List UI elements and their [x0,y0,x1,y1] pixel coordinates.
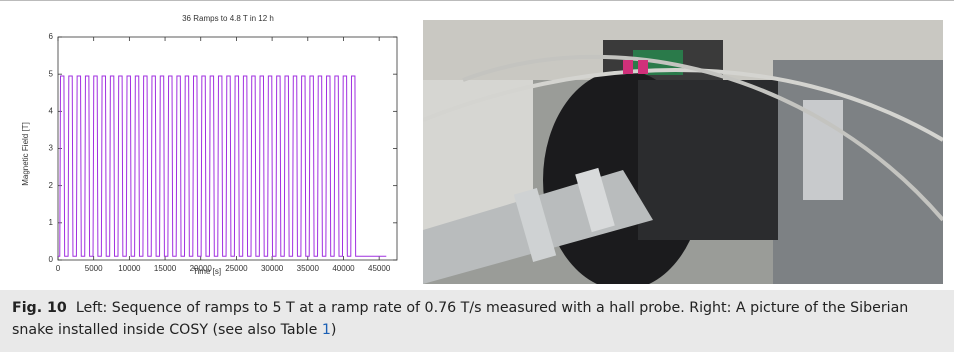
connector [638,60,648,74]
y-tick-label: 1 [49,218,54,227]
x-tick-label: 0 [56,264,61,273]
photo [423,20,943,284]
y-tick-label: 4 [49,106,54,115]
x-tick-label: 30000 [261,264,284,273]
equipment [773,60,943,284]
data-line [58,75,387,257]
snake-body [638,80,778,240]
y-tick-label: 0 [49,255,54,264]
x-tick-label: 25000 [225,264,248,273]
flange [575,167,615,233]
table-link[interactable]: 1 [321,322,331,338]
y-tick-label: 6 [49,32,54,41]
x-tick-label: 15000 [154,264,177,273]
x-tick-label: 20000 [190,264,213,273]
x-tick-label: 10000 [118,264,141,273]
caption-text: Left: Sequence of ramps to 5 T at a ramp… [12,300,909,338]
caption: Fig. 10 Left: Sequence of ramps to 5 T a… [0,290,954,352]
flange [513,188,557,262]
cable [462,54,943,222]
x-tick-label: 5000 [85,264,103,273]
y-axis-label: Magnetic Field [T] [21,122,30,186]
valve [803,100,843,200]
y-tick-label: 5 [49,69,54,78]
rule [0,0,954,1]
chart-title: 36 Ramps to 4.8 T in 12 h [182,14,274,23]
x-tick-label: 40000 [332,264,355,273]
chart: 36 Ramps to 4.8 T in 12 h Time [s] Magne… [8,6,406,280]
y-tick-label: 3 [49,144,54,153]
x-axis-label: Time [s] [193,267,221,276]
caption-label: Fig. 10 [12,300,67,316]
chart-bg [8,6,406,280]
x-tick-label: 45000 [368,264,391,273]
caption-end: ) [330,322,337,338]
x-tick-label: 35000 [297,264,320,273]
y-tick-label: 2 [49,181,54,190]
connector [623,60,633,74]
cable [423,68,943,142]
